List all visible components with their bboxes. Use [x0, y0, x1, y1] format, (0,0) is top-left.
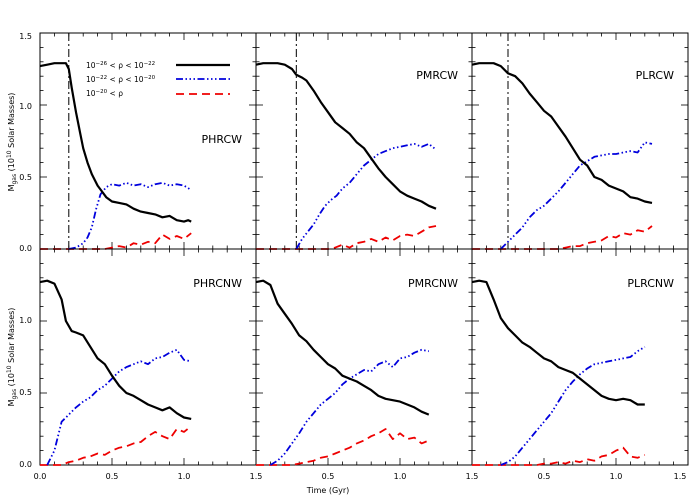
y-tick-label: 0.5 — [19, 173, 32, 182]
x-tick-label: 1.0 — [394, 472, 407, 481]
panel-frame — [255, 32, 473, 250]
x-tick-label: 1.5 — [674, 472, 687, 481]
series-medium-line — [46, 348, 192, 466]
y-tick-labels: 0.0 0.5 1.0 1.5 0.0 0.5 1.0 — [19, 32, 32, 469]
y-axis-title-top: Mgas (1010 Solar Masses) — [6, 93, 18, 192]
panel-title-label: PHRCW — [201, 133, 242, 146]
x-tick-label: 1.0 — [178, 472, 191, 481]
x-tick-label: 0.0 — [34, 472, 47, 481]
y-axis-title-bottom: Mgas (1010 Solar Masses) — [6, 308, 18, 407]
y-tick-label: 0.0 — [19, 244, 32, 253]
x-axis-title: Time (Gyr) — [306, 486, 350, 495]
x-tick-label: 0.5 — [106, 472, 119, 481]
panel-title-label: PLRCW — [636, 69, 675, 82]
series-diffuse-line — [40, 425, 192, 466]
x-tick-label: 1.5 — [250, 472, 263, 481]
legend-label-medium: 10−22 < ρ < 10−20 — [86, 75, 156, 84]
series-medium-line — [68, 181, 192, 250]
panel-phrcnw: PHRCNW — [39, 248, 257, 466]
series-diffuse-line — [40, 232, 192, 250]
panel-title-label: PHRCNW — [193, 277, 242, 290]
y-tick-label: 1.0 — [19, 316, 32, 325]
panel-pmrcnw: PMRCNW — [255, 248, 473, 466]
y-tick-label: 1.0 — [19, 102, 32, 111]
series-medium-line — [295, 142, 437, 250]
x-tick-label: 1.5 — [466, 472, 479, 481]
panel-plrcw: PLRCW — [471, 32, 689, 250]
y-tick-label: 0.5 — [19, 388, 32, 397]
series-diffuse-line — [256, 225, 437, 250]
series-dense-line — [39, 279, 192, 420]
series-diffuse-line — [256, 428, 430, 466]
panel-pmrcw: PMRCW — [255, 32, 473, 250]
y-tick-label: 0.0 — [19, 460, 32, 469]
panel-frame — [471, 32, 689, 250]
series-dense-line — [255, 279, 430, 416]
panels-layer: PHRCW PMRCW PLRCW PHRCNW PMRCNW PLRCNW — [39, 32, 689, 466]
legend: 10−26 < ρ < 10−22 10−22 < ρ < 10−20 10−2… — [86, 61, 230, 98]
series-dense-line — [471, 62, 653, 204]
panel-plrcnw: PLRCNW — [471, 248, 689, 466]
series-dense-line — [255, 62, 437, 210]
series-dense-line — [39, 62, 192, 223]
y-tick-label: 1.5 — [19, 32, 32, 41]
legend-label-dense: 10−26 < ρ < 10−22 — [86, 61, 155, 70]
x-tick-label: 0.5 — [322, 472, 335, 481]
panel-title-label: PMRCW — [416, 69, 458, 82]
legend-label-diffuse: 10−20 < ρ — [86, 89, 123, 98]
series-diffuse-line — [472, 446, 646, 466]
series-medium-line — [500, 141, 653, 250]
series-dense-line — [471, 279, 645, 406]
x-tick-label: 1.0 — [610, 472, 623, 481]
panel-title-label: PLRCNW — [627, 277, 674, 290]
panel-title-label: PMRCNW — [408, 277, 458, 290]
series-diffuse-line — [472, 225, 653, 250]
x-tick-label: 0.5 — [538, 472, 551, 481]
x-tick-labels: 0.0 0.5 1.0 1.5 0.5 1.0 1.5 0.5 1.0 1.5 — [34, 472, 687, 481]
series-medium-line — [500, 346, 646, 466]
panel-frame — [471, 248, 689, 466]
